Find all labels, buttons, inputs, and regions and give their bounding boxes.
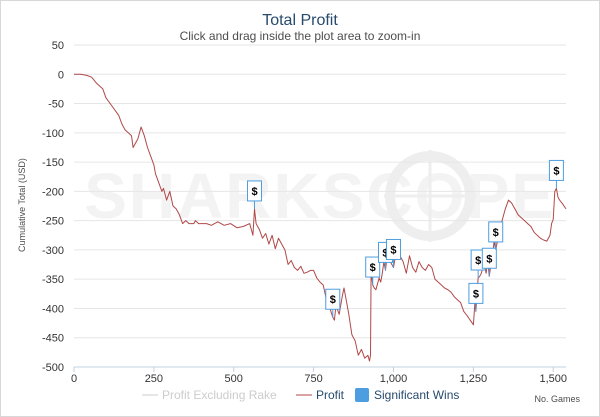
x-tick-label: 250	[145, 373, 163, 385]
significant-win-symbol: $	[330, 294, 336, 306]
significant-win-symbol: $	[493, 227, 499, 239]
grid-lines	[74, 44, 566, 368]
legend-item-profit[interactable]: Profit	[296, 388, 345, 402]
significant-win-marker[interactable]: $	[481, 247, 497, 277]
significant-win-marker[interactable]: $	[247, 180, 263, 209]
y-tick-label: 50	[52, 40, 64, 52]
x-tick-label: 0	[71, 373, 77, 385]
significant-win-symbol: $	[473, 288, 479, 300]
y-tick-label: -100	[42, 128, 64, 140]
significant-win-marker[interactable]: $	[470, 249, 486, 279]
y-axis-ticks: 50 0 -50 -100 -150 -200 -250 -300 -350 -400 -450 -5…	[42, 40, 64, 374]
significant-win-marker[interactable]: $	[468, 282, 484, 312]
x-tick-label: 750	[304, 373, 322, 385]
legend: Profit Excluding Rake Profit Significant…	[142, 388, 459, 402]
y-tick-label: -450	[42, 333, 64, 345]
significant-win-marker[interactable]: $	[488, 221, 504, 250]
significant-win-markers: $$$$ $$$ $$$	[247, 159, 564, 318]
significant-win-symbol: $	[475, 255, 481, 267]
y-tick-label: -200	[42, 186, 64, 198]
x-tick-label: 1,000	[380, 373, 408, 385]
chart-title: Total Profit	[262, 12, 338, 29]
x-axis-ticks: 0 250 500 750 1,000 1,250 1,500	[71, 367, 567, 385]
y-axis-title: Cumulative Total (USD)	[17, 158, 27, 252]
y-tick-label: -300	[42, 245, 64, 257]
legend-item-significant-wins[interactable]: Significant Wins	[355, 388, 459, 402]
significant-win-symbol: $	[486, 253, 492, 265]
significant-win-symbol: $	[390, 244, 396, 256]
significant-win-symbol: $	[553, 165, 559, 177]
y-tick-label: 0	[58, 69, 64, 81]
chart-subtitle: Click and drag inside the plot area to z…	[180, 29, 421, 43]
legend-label-profit: Profit	[316, 388, 345, 402]
watermark-crosshair-icon	[384, 150, 476, 242]
significant-win-marker[interactable]: $	[548, 159, 564, 189]
significant-win-marker[interactable]: $	[365, 256, 381, 286]
y-tick-label: -350	[42, 274, 64, 286]
significant-win-symbol: $	[251, 186, 257, 198]
significant-win-symbol: $	[370, 262, 376, 274]
legend-label-significant-wins: Significant Wins	[374, 388, 459, 402]
y-tick-label: -250	[42, 216, 64, 228]
y-tick-label: -150	[42, 157, 64, 169]
significant-win-marker[interactable]: $	[325, 288, 341, 318]
y-tick-label: -500	[42, 362, 64, 374]
significant-win-marker[interactable]: $	[385, 238, 401, 268]
y-tick-label: -50	[48, 99, 64, 111]
legend-item-profit-excluding-rake[interactable]: Profit Excluding Rake	[142, 388, 277, 402]
y-tick-label: -400	[42, 303, 64, 315]
x-tick-label: 1,250	[460, 373, 488, 385]
significant-win-symbol: $	[382, 247, 388, 259]
legend-label-profit-excluding-rake: Profit Excluding Rake	[162, 388, 277, 402]
x-tick-label: 500	[225, 373, 243, 385]
x-tick-label: 1,500	[539, 373, 567, 385]
x-axis-title: No. Games	[534, 394, 580, 404]
